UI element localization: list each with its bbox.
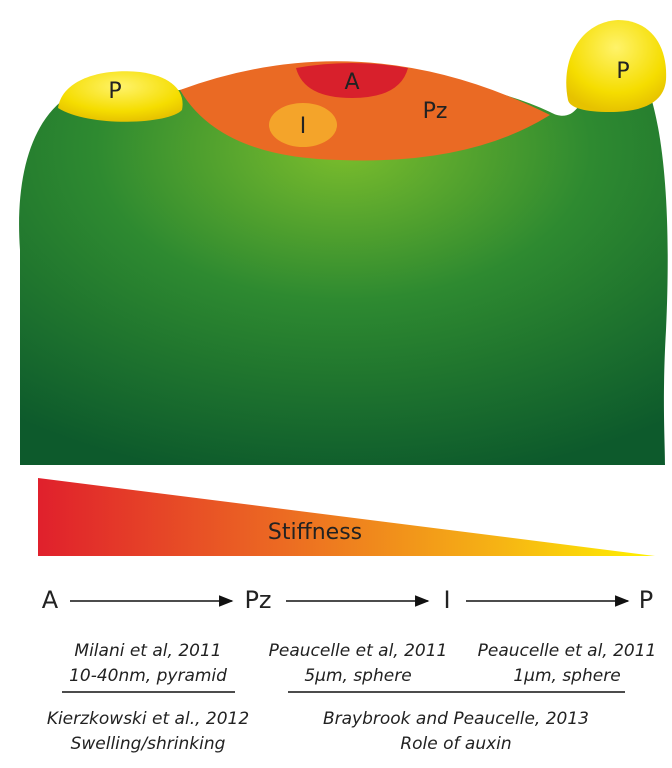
label-p-right: P [616,59,629,84]
diagram: P P A Pz I Stiffness A Pz I P Milani et … [0,0,672,764]
label-p-left: P [108,79,121,104]
detail: 10-40nm, pyramid [69,666,227,686]
seq-p: P [639,586,653,614]
citation: Milani et al, 2011 [74,641,221,661]
seq-a: A [42,586,59,614]
citation: Peaucelle et al, 2011 [269,641,448,661]
label-a: A [344,70,359,95]
seq-i: I [443,586,450,614]
citation: Peaucelle et al, 2011 [478,641,657,661]
citation: Braybrook and Peaucelle, 2013 [323,709,589,729]
seq-pz: Pz [244,586,271,614]
label-i: I [300,114,307,139]
citation: Kierzkowski et al., 2012 [47,709,249,729]
detail: 5µm, sphere [304,666,411,686]
detail: Role of auxin [400,734,511,754]
detail: 1µm, sphere [513,666,620,686]
detail: Swelling/shrinking [71,734,226,754]
label-pz: Pz [423,99,448,124]
stiffness-label: Stiffness [268,520,362,545]
